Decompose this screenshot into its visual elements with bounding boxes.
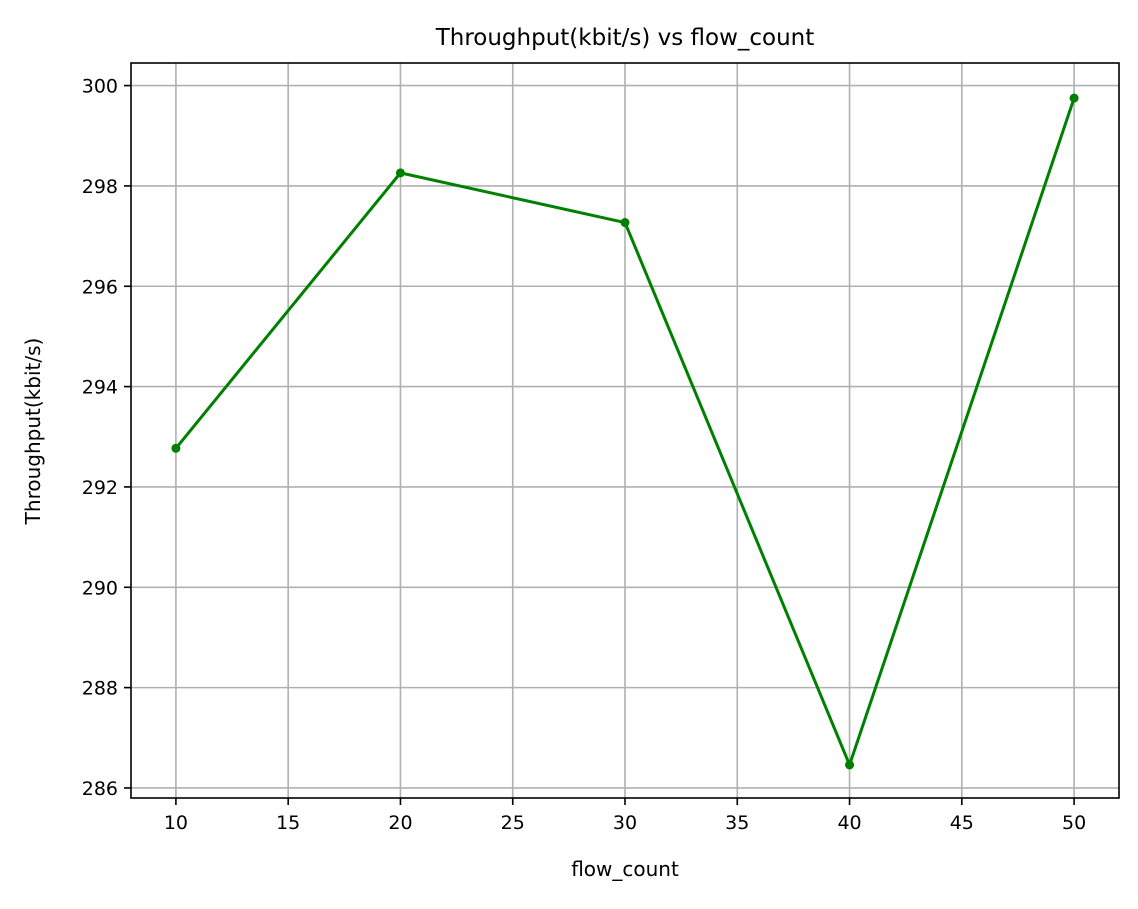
data-point — [171, 443, 181, 453]
y-tick-label: 288 — [82, 678, 118, 700]
data-point — [620, 218, 630, 228]
y-axis-label: Throughput(kbit/s) — [21, 338, 45, 526]
data-point — [845, 760, 855, 770]
chart-title: Throughput(kbit/s) vs flow_count — [435, 25, 815, 51]
x-tick-label: 30 — [613, 812, 637, 834]
grid-lines — [131, 63, 1119, 798]
x-tick-label: 15 — [276, 812, 300, 834]
y-tick-label: 294 — [82, 377, 118, 399]
x-tick-label: 35 — [725, 812, 749, 834]
x-axis-label: flow_count — [571, 857, 679, 881]
y-tick-label: 296 — [82, 276, 118, 298]
data-point — [1069, 93, 1079, 103]
x-tick-label: 20 — [388, 812, 412, 834]
y-tick-label: 300 — [82, 76, 118, 98]
y-tick-label: 290 — [82, 577, 118, 599]
axis-ticks: 10 15 20 25 30 35 40 45 50 286 288 290 292 294 296 298 3… — [82, 76, 1086, 834]
x-tick-label: 40 — [837, 812, 861, 834]
x-tick-label: 50 — [1062, 812, 1086, 834]
y-tick-label: 286 — [82, 778, 118, 800]
y-tick-label: 298 — [82, 176, 118, 198]
data-point — [395, 168, 405, 178]
x-tick-label: 45 — [950, 812, 974, 834]
x-tick-label: 25 — [501, 812, 525, 834]
data-series — [171, 93, 1079, 770]
y-tick-label: 292 — [82, 477, 118, 499]
x-tick-label: 10 — [164, 812, 188, 834]
